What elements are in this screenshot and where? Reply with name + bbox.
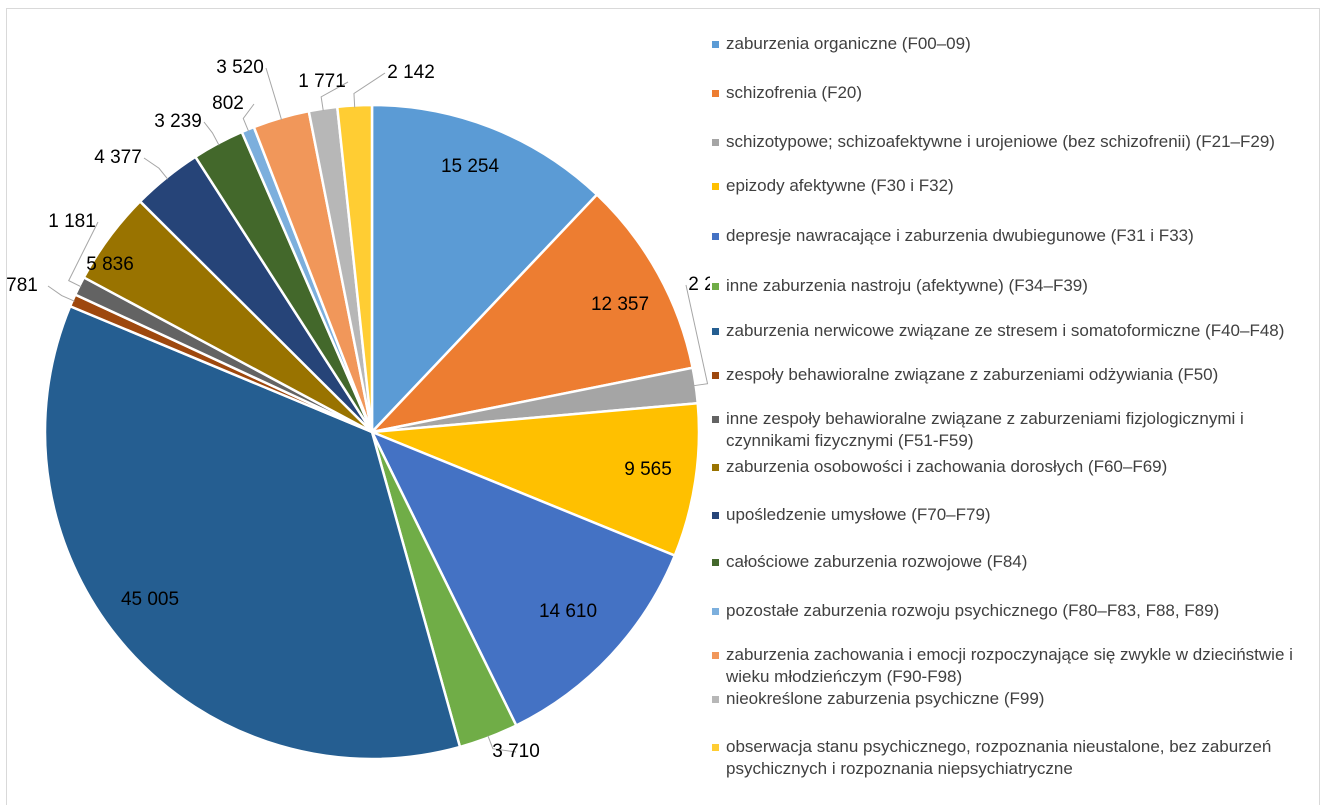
data-label: 802 (212, 93, 244, 114)
legend-item: pozostałe zaburzenia rozwoju psychiczneg… (710, 600, 1322, 622)
leader-line (353, 72, 386, 108)
data-label: 3 710 (492, 741, 540, 762)
pie-slice (371, 401, 701, 558)
data-label: 45 005 (121, 589, 179, 610)
legend-label: zaburzenia organiczne (F00–09) (726, 34, 971, 53)
legend-item: zaburzenia nerwicowe związane ze stresem… (710, 320, 1322, 342)
leader-line (68, 221, 99, 288)
pie-slice (370, 103, 599, 436)
data-label: 1 771 (298, 71, 346, 92)
legend-item: schizotypowe; schizoafektywne i urojenio… (710, 131, 1322, 153)
leader-line (487, 735, 517, 753)
legend-swatch (712, 464, 719, 471)
leader-line (203, 121, 220, 146)
legend-label: depresje nawracające i zaburzenia dwubie… (726, 226, 1194, 245)
legend-swatch (712, 283, 719, 290)
legend-swatch (712, 559, 719, 566)
data-label: 3 239 (154, 111, 202, 132)
data-label: 1 181 (48, 211, 96, 232)
legend-item: obserwacja stanu psychicznego, rozpoznan… (710, 736, 1322, 780)
data-label: 4 377 (94, 147, 142, 168)
legend-item: inne zaburzenia nastroju (afektywne) (F3… (710, 275, 1322, 297)
legend-item: zaburzenia organiczne (F00–09) (710, 33, 1322, 55)
data-label: 14 610 (539, 601, 597, 622)
data-label: 9 565 (624, 459, 672, 480)
leader-line (143, 157, 169, 180)
legend-label: nieokreślone zaburzenia psychiczne (F99) (726, 689, 1045, 708)
legend-swatch (712, 652, 719, 659)
legend-label: upośledzenie umysłowe (F70–F79) (726, 505, 991, 524)
legend-label: obserwacja stanu psychicznego, rozpoznan… (726, 737, 1272, 778)
legend-item: inne zespoły behawioralne związane z zab… (710, 408, 1322, 452)
leader-line (265, 67, 283, 120)
leader-line (47, 285, 75, 302)
chart-frame (6, 8, 1320, 805)
pie-chart: 15 254 12 357 2 204 9 565 14 610 3 710 45 005 7… (6, 57, 710, 762)
legend-swatch (712, 41, 719, 48)
data-label: 781 (6, 275, 38, 296)
legend-label: epizody afektywne (F30 i F32) (726, 176, 954, 195)
legend-label: zaburzenia nerwicowe związane ze stresem… (726, 321, 1285, 340)
legend-item: zaburzenia osobowości i zachowania doros… (710, 456, 1322, 478)
legend-label: schizofrenia (F20) (726, 83, 863, 102)
pie-slice (368, 192, 695, 434)
pie-slice (369, 429, 677, 728)
legend-swatch (712, 372, 719, 379)
leader-line (242, 103, 255, 132)
data-label: 3 520 (216, 57, 264, 78)
legend-item: zaburzenia zachowania i emocji rozpoczyn… (710, 644, 1322, 688)
legend-label: pozostałe zaburzenia rozwoju psychiczneg… (726, 601, 1220, 620)
leader-line (320, 81, 349, 111)
legend-swatch (712, 139, 719, 146)
legend-swatch (712, 328, 719, 335)
legend-swatch (712, 744, 719, 751)
data-label: 2 204 (688, 274, 710, 295)
legend-swatch (712, 696, 719, 703)
legend-item: upośledzenie umysłowe (F70–F79) (710, 504, 1322, 526)
legend-item: schizofrenia (F20) (710, 82, 1322, 104)
legend-label: zaburzenia zachowania i emocji rozpoczyn… (726, 645, 1293, 686)
legend-label: inne zespoły behawioralne związane z zab… (726, 409, 1244, 450)
legend-swatch (712, 233, 719, 240)
legend-label: zaburzenia osobowości i zachowania doros… (726, 457, 1168, 476)
pie-slice (43, 304, 462, 761)
data-label: 15 254 (441, 156, 500, 177)
legend-swatch (712, 183, 719, 190)
legend-item: epizody afektywne (F30 i F32) (710, 175, 1322, 197)
leader-line (685, 284, 709, 387)
legend-item: zespoły behawioralne związane z zaburzen… (710, 364, 1322, 386)
data-label: 2 142 (387, 62, 435, 83)
data-label: 12 357 (591, 294, 649, 315)
legend-label: całościowe zaburzenia rozwojowe (F84) (726, 552, 1028, 571)
legend-item: całościowe zaburzenia rozwojowe (F84) (710, 551, 1322, 573)
legend-swatch (712, 512, 719, 519)
legend-label: inne zaburzenia nastroju (afektywne) (F3… (726, 276, 1088, 295)
legend-swatch (712, 90, 719, 97)
legend-swatch (712, 608, 719, 615)
legend-item: depresje nawracające i zaburzenia dwubie… (710, 225, 1322, 247)
legend-label: zespoły behawioralne związane z zaburzen… (726, 365, 1219, 384)
data-label: 5 836 (86, 254, 134, 275)
legend-item: nieokreślone zaburzenia psychiczne (F99) (710, 688, 1322, 710)
legend-swatch (712, 416, 719, 423)
legend-label: schizotypowe; schizoafektywne i urojenio… (726, 132, 1275, 151)
